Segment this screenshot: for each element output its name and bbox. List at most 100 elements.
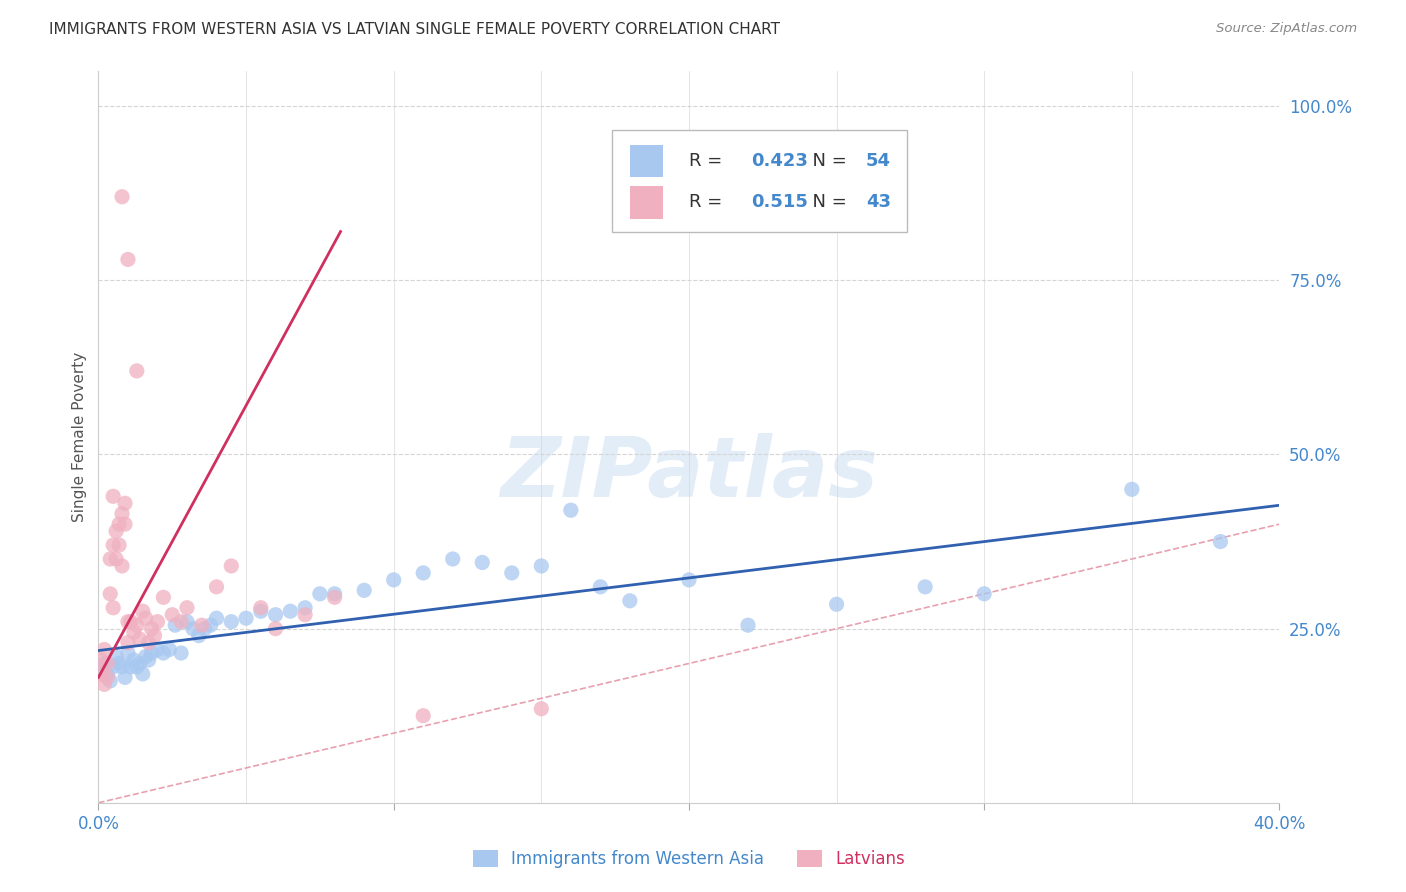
Point: [737, 618, 759, 632]
Text: Source: ZipAtlas.com: Source: ZipAtlas.com: [1216, 22, 1357, 36]
Text: 43: 43: [866, 193, 891, 211]
Point: [117, 252, 139, 267]
Point: [93, 657, 115, 671]
Point: [1209, 534, 1232, 549]
Point: [96, 670, 118, 684]
Point: [120, 615, 142, 629]
Point: [162, 607, 183, 622]
Point: [221, 558, 243, 573]
Text: R =: R =: [689, 152, 728, 169]
Point: [152, 646, 174, 660]
Point: [412, 708, 434, 723]
Point: [1121, 483, 1143, 497]
Point: [146, 642, 169, 657]
Point: [96, 667, 118, 681]
Point: [323, 591, 346, 605]
Point: [90, 667, 112, 681]
Point: [152, 591, 174, 605]
Point: [125, 364, 148, 378]
Point: [323, 587, 346, 601]
Point: [111, 507, 134, 521]
Point: [165, 618, 187, 632]
Point: [122, 625, 145, 640]
Text: N =: N =: [801, 152, 852, 169]
Point: [90, 653, 112, 667]
FancyBboxPatch shape: [630, 145, 664, 178]
Point: [96, 657, 118, 671]
Point: [105, 649, 128, 664]
Point: [105, 524, 128, 538]
Point: [191, 618, 214, 632]
Point: [501, 566, 523, 580]
Point: [530, 558, 553, 573]
Point: [170, 615, 193, 629]
FancyBboxPatch shape: [630, 186, 664, 219]
Point: [128, 632, 150, 646]
Point: [103, 538, 125, 552]
Point: [143, 629, 166, 643]
FancyBboxPatch shape: [612, 130, 907, 232]
Point: [589, 580, 612, 594]
Point: [117, 635, 139, 649]
Point: [560, 503, 582, 517]
Point: [105, 552, 128, 566]
Point: [93, 642, 115, 657]
Point: [93, 677, 115, 691]
Point: [114, 517, 136, 532]
Point: [114, 670, 136, 684]
Point: [170, 646, 193, 660]
Point: [108, 517, 131, 532]
Point: [619, 594, 641, 608]
Point: [108, 657, 131, 671]
Point: [294, 600, 316, 615]
Point: [98, 552, 121, 566]
Point: [98, 673, 121, 688]
Point: [205, 580, 228, 594]
Text: 0.515: 0.515: [752, 193, 808, 211]
Legend: Immigrants from Western Asia, Latvians: Immigrants from Western Asia, Latvians: [465, 844, 912, 875]
Point: [194, 622, 217, 636]
Text: R =: R =: [689, 193, 728, 211]
Point: [98, 587, 121, 601]
Point: [108, 538, 131, 552]
Point: [471, 556, 494, 570]
Point: [914, 580, 936, 594]
Text: ZIPatlas: ZIPatlas: [501, 434, 877, 514]
Point: [90, 664, 112, 678]
Point: [114, 496, 136, 510]
Text: 54: 54: [866, 152, 891, 169]
Point: [122, 653, 145, 667]
Point: [132, 667, 155, 681]
Text: N =: N =: [801, 193, 852, 211]
Point: [973, 587, 995, 601]
Point: [353, 583, 375, 598]
Point: [187, 629, 209, 643]
Point: [125, 660, 148, 674]
Point: [825, 597, 848, 611]
Text: IMMIGRANTS FROM WESTERN ASIA VS LATVIAN SINGLE FEMALE POVERTY CORRELATION CHART: IMMIGRANTS FROM WESTERN ASIA VS LATVIAN …: [49, 22, 780, 37]
Point: [294, 607, 316, 622]
Point: [117, 615, 139, 629]
Point: [176, 600, 198, 615]
Point: [412, 566, 434, 580]
Point: [132, 604, 155, 618]
Point: [111, 190, 134, 204]
Point: [250, 604, 273, 618]
Point: [221, 615, 243, 629]
Point: [200, 618, 222, 632]
Point: [235, 611, 257, 625]
Point: [264, 607, 287, 622]
Point: [382, 573, 405, 587]
Point: [530, 702, 553, 716]
Point: [103, 489, 125, 503]
Point: [103, 660, 125, 674]
Point: [141, 622, 163, 636]
Y-axis label: Single Female Poverty: Single Female Poverty: [72, 352, 87, 522]
Point: [264, 622, 287, 636]
Point: [309, 587, 332, 601]
Text: 0.423: 0.423: [752, 152, 808, 169]
Point: [678, 573, 700, 587]
Point: [157, 642, 180, 657]
Point: [120, 660, 142, 674]
Point: [141, 646, 163, 660]
